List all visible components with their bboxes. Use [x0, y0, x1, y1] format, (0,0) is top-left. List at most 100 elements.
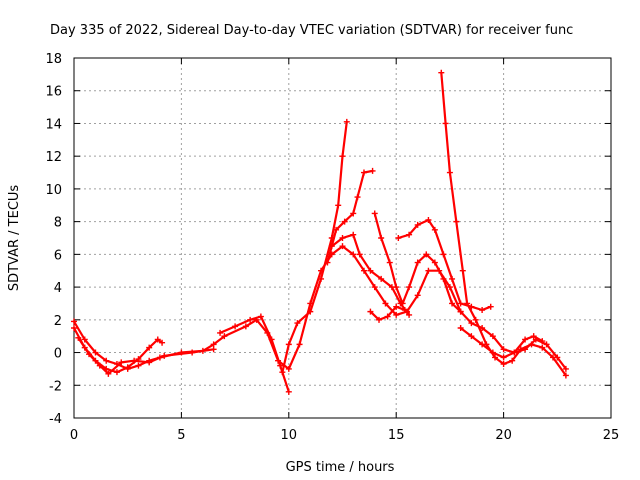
- x-tick-label: 15: [388, 428, 405, 443]
- data-point-marker: [449, 275, 456, 282]
- data-point-marker: [242, 323, 249, 330]
- data-point-marker: [457, 300, 464, 307]
- data-point-marker: [399, 300, 406, 307]
- data-point-marker: [414, 221, 421, 228]
- data-point-marker: [539, 344, 546, 351]
- data-point-marker: [457, 308, 464, 315]
- data-point-marker: [92, 349, 99, 356]
- data-point-marker: [509, 357, 516, 364]
- data-point-marker: [376, 316, 383, 323]
- series-track-9: [397, 218, 492, 312]
- data-point-marker: [479, 341, 486, 348]
- data-point-marker: [378, 275, 385, 282]
- data-point-marker: [382, 300, 389, 307]
- data-point-marker: [221, 333, 228, 340]
- x-tick-label: 20: [495, 428, 512, 443]
- data-point-marker: [406, 284, 413, 291]
- data-point-marker: [307, 308, 314, 315]
- data-point-marker: [378, 235, 385, 241]
- data-point-marker: [124, 364, 131, 371]
- data-point-marker: [468, 320, 475, 327]
- data-point-marker: [511, 349, 518, 356]
- data-point-marker: [487, 303, 494, 310]
- y-tick-label: -2: [49, 379, 62, 394]
- data-point-marker: [479, 307, 486, 313]
- data-point-marker: [105, 370, 112, 377]
- data-point-marker: [440, 275, 447, 282]
- data-point-marker: [324, 259, 331, 266]
- y-tick-label: 12: [45, 150, 62, 165]
- data-point-marker: [296, 341, 303, 348]
- data-point-marker: [464, 300, 471, 307]
- data-point-marker: [343, 118, 350, 125]
- data-point-marker: [438, 69, 445, 76]
- data-point-marker: [423, 251, 430, 258]
- data-point-marker: [453, 218, 460, 225]
- data-point-marker: [86, 351, 93, 358]
- data-point-marker: [294, 320, 301, 327]
- data-point-marker: [318, 275, 325, 282]
- data-point-marker: [425, 267, 432, 274]
- y-tick-label: 2: [54, 314, 62, 329]
- data-point-marker: [500, 361, 507, 367]
- data-point-marker: [360, 267, 367, 274]
- data-point-marker: [457, 325, 464, 331]
- data-point-marker: [356, 251, 363, 258]
- data-point-marker: [71, 325, 77, 331]
- data-point-marker: [393, 284, 400, 291]
- data-point-marker: [350, 210, 357, 217]
- y-tick-label: 10: [45, 183, 62, 198]
- x-tick-label: 5: [177, 428, 185, 443]
- data-point-marker: [154, 336, 161, 343]
- data-point-marker: [131, 357, 138, 364]
- data-point-marker: [103, 357, 110, 364]
- data-point-marker: [371, 210, 378, 217]
- data-point-marker: [414, 259, 421, 266]
- data-point-marker: [528, 341, 535, 348]
- data-point-marker: [386, 259, 393, 266]
- data-point-marker: [159, 339, 166, 346]
- data-point-marker: [472, 316, 479, 323]
- data-point-marker: [75, 334, 82, 341]
- data-point-marker: [406, 231, 413, 238]
- data-point-marker: [367, 308, 374, 315]
- data-point-marker: [135, 362, 142, 369]
- data-point-marker: [232, 323, 239, 330]
- data-point-marker: [500, 346, 507, 353]
- data-series: [71, 69, 569, 395]
- y-tick-label: 14: [45, 117, 62, 132]
- data-point-marker: [440, 251, 447, 258]
- data-point-marker: [146, 344, 153, 351]
- data-point-marker: [393, 311, 400, 318]
- data-point-marker: [543, 341, 550, 348]
- data-point-marker: [431, 226, 438, 233]
- data-point-marker: [522, 336, 529, 343]
- data-point-marker: [459, 267, 466, 274]
- y-tick-label: 8: [54, 216, 62, 231]
- data-point-marker: [395, 235, 402, 241]
- series-track-5: [281, 120, 348, 374]
- series-track-12: [459, 326, 544, 359]
- y-tick-label: 6: [54, 248, 62, 263]
- data-point-marker: [285, 341, 292, 348]
- data-point-marker: [71, 318, 77, 325]
- data-point-marker: [339, 153, 346, 160]
- data-point-marker: [339, 243, 346, 250]
- data-point-marker: [279, 369, 286, 376]
- data-point-marker: [210, 346, 217, 353]
- y-axis-label: SDTVAR / TECUs: [7, 185, 22, 292]
- series-track-4: [219, 315, 290, 393]
- y-tick-label: 0: [54, 347, 62, 362]
- data-point-marker: [367, 267, 374, 274]
- data-point-marker: [530, 333, 537, 340]
- y-tick-label: 16: [45, 85, 62, 100]
- data-point-marker: [562, 365, 569, 372]
- data-point-marker: [335, 202, 342, 209]
- data-point-marker: [489, 333, 496, 340]
- data-point-marker: [360, 169, 367, 176]
- data-point-marker: [285, 365, 292, 372]
- data-point-marker: [492, 354, 499, 361]
- y-tick-label: 4: [54, 281, 62, 296]
- data-point-marker: [277, 362, 284, 369]
- data-point-marker: [371, 284, 378, 291]
